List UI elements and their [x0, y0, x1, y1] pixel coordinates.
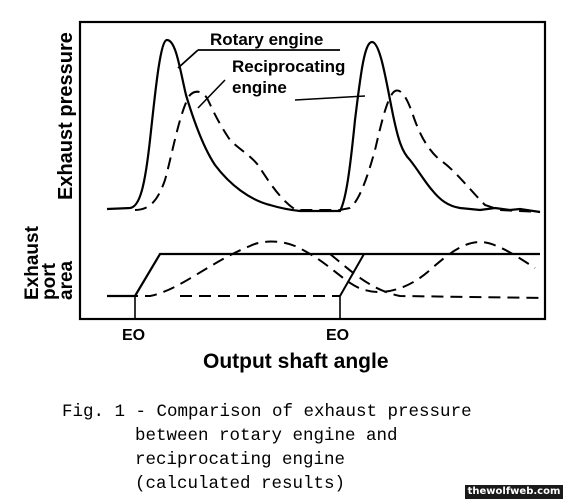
caption-line-1: Fig. 1 - Comparison of exhaust pressure	[62, 402, 472, 422]
caption-line-3: reciprocating engine	[135, 450, 346, 470]
reciprocating-label-line1: Reciprocating	[232, 57, 345, 76]
eo-label-1: EO	[122, 327, 145, 344]
figure-caption: Fig. 1 - Comparison of exhaust pressure …	[62, 400, 472, 496]
rotary-engine-label: Rotary engine	[210, 30, 323, 49]
caption-line-2: between rotary engine and	[135, 426, 398, 446]
reciprocating-label-line2: engine	[232, 78, 287, 97]
reciprocating-pressure-curve	[134, 89, 541, 213]
x-axis-label: Output shaft angle	[203, 350, 389, 373]
rotary-port-area-second-opening	[339, 253, 365, 297]
reciprocating-leader-right	[294, 95, 366, 101]
reciprocating-port-area-closing	[329, 253, 546, 299]
port-area-axis-label-line2: port	[39, 262, 60, 300]
reciprocating-leader-left	[197, 79, 226, 109]
plot-frame	[78, 20, 547, 321]
port-area-axis-label-line1: Exhaust	[22, 225, 43, 300]
caption-line-4: (calculated results)	[135, 474, 346, 494]
reciprocating-port-area-curve	[107, 240, 536, 297]
rotary-leader-diagonal	[177, 49, 199, 69]
pressure-axis-label: Exhaust pressure	[55, 32, 77, 200]
port-area-axis-label-line3: area	[56, 260, 77, 300]
rotary-port-area-curve	[107, 252, 540, 298]
eo-label-2: EO	[326, 327, 349, 344]
watermark-badge: thewolfweb.com	[465, 485, 563, 499]
